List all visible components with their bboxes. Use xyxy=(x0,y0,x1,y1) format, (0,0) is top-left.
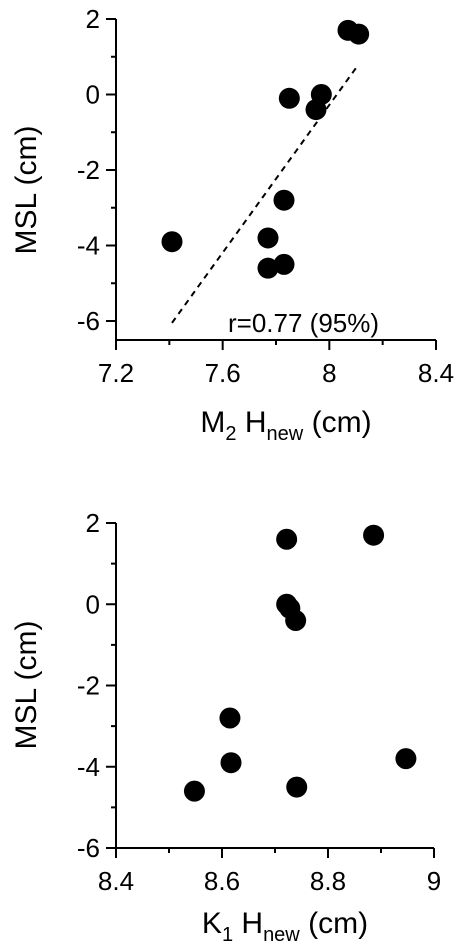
y-tick-label: 0 xyxy=(86,80,100,110)
data-point xyxy=(220,752,242,774)
correlation-annotation: r=0.77 (95%) xyxy=(228,308,379,338)
x-tick-label: 7.6 xyxy=(205,358,241,388)
y-tick-label: 2 xyxy=(86,4,100,34)
x-tick-label: 7.2 xyxy=(98,358,134,388)
data-point xyxy=(285,610,307,631)
x-tick-label: 8.6 xyxy=(204,866,240,896)
data-point xyxy=(273,189,295,211)
x-axis-label: M2 Hnew (cm) xyxy=(200,406,371,445)
y-tick-label: -2 xyxy=(77,155,100,185)
y-axis-label: MSL (cm) xyxy=(10,621,43,750)
y-tick-label: 0 xyxy=(86,589,100,619)
y-tick-label: -4 xyxy=(77,752,100,782)
data-point xyxy=(219,707,241,729)
data-point xyxy=(286,776,308,798)
scatter-panel-m2: -6 -4 -2 0 2 7.2 7.6 8 8.4 MSL (cm) M2 Hnew (cm) r=… xyxy=(10,4,454,445)
data-point xyxy=(257,257,279,279)
x-tick-label: 8.8 xyxy=(310,866,346,896)
data-point xyxy=(278,87,300,109)
scatter-panel-k1: -6 -4 -2 0 2 8.4 8.6 8.8 9 MSL (cm) K1 Hnew (cm) xyxy=(10,508,441,945)
data-point xyxy=(363,524,385,546)
x-tick-label: 8.4 xyxy=(418,358,454,388)
regression-line xyxy=(171,63,360,324)
data-point xyxy=(161,231,183,253)
x-axis-label: K1 Hnew (cm) xyxy=(202,907,368,945)
data-point xyxy=(395,748,417,770)
y-tick-label: -6 xyxy=(77,306,100,336)
y-tick-label: 2 xyxy=(86,508,100,538)
data-point xyxy=(183,780,205,802)
y-tick-label: -6 xyxy=(77,833,100,863)
data-point xyxy=(276,528,298,550)
data-point xyxy=(257,227,279,249)
data-point xyxy=(348,23,370,45)
data-point xyxy=(310,84,332,105)
y-axis-label: MSL (cm) xyxy=(10,126,43,255)
y-tick-label: -2 xyxy=(77,671,100,701)
x-tick-label: 8.4 xyxy=(98,866,134,896)
data-point xyxy=(273,253,295,275)
x-tick-label: 8 xyxy=(322,358,336,388)
y-tick-label: -4 xyxy=(77,231,100,261)
x-tick-label: 9 xyxy=(427,866,441,896)
